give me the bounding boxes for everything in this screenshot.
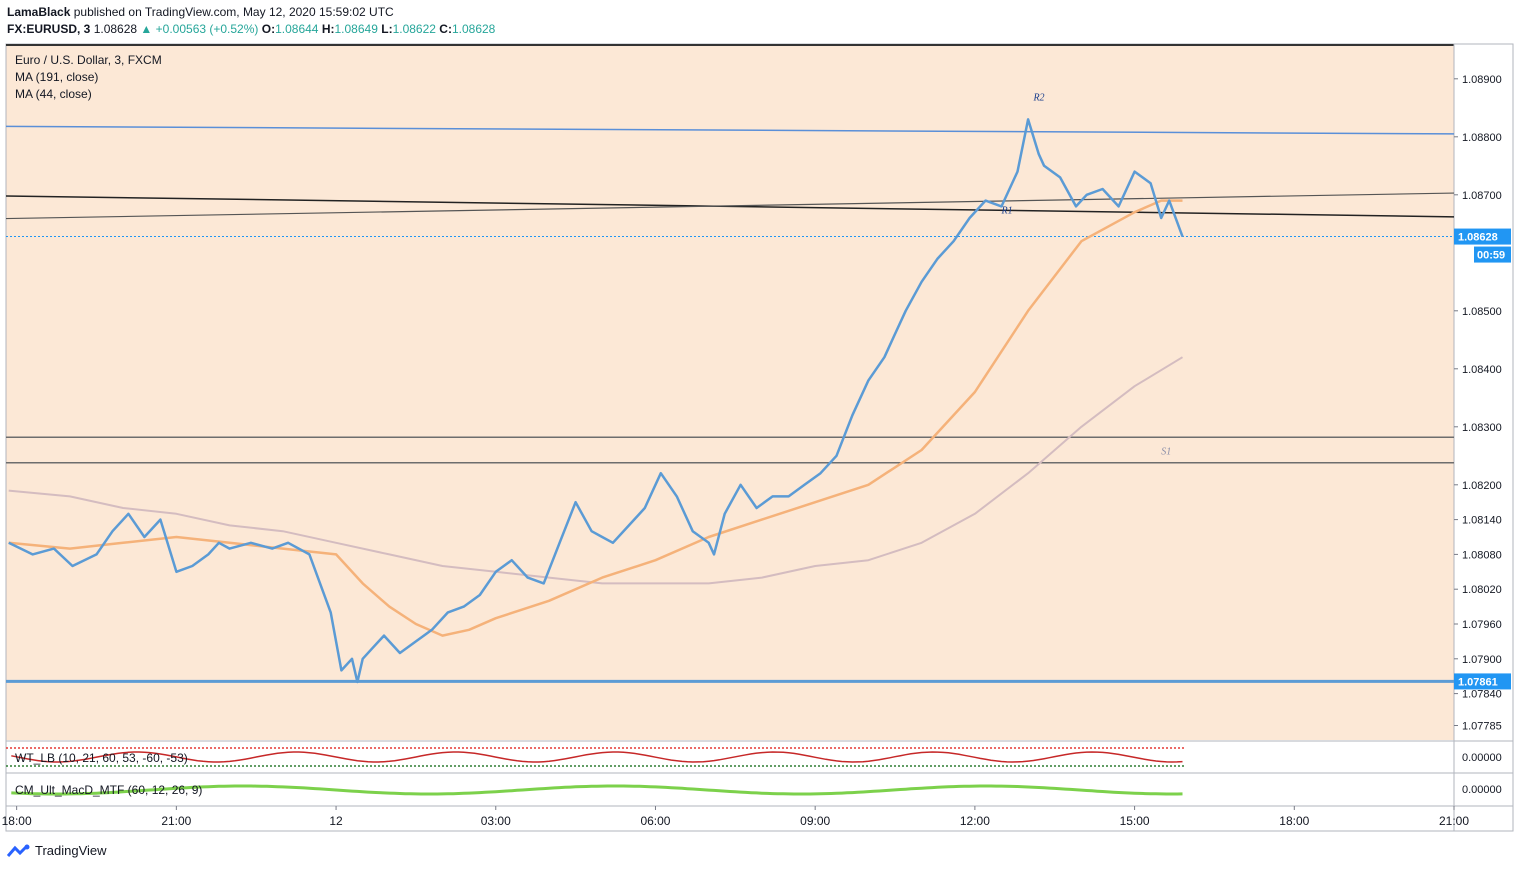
up-arrow-icon: ▲ [140,22,153,36]
x-tick-label: 21:00 [1439,814,1469,828]
x-tick-label: 21:00 [161,814,191,828]
ma191-legend[interactable]: MA (191, close) [15,70,99,84]
published-text: published on TradingView.com, May 12, 20… [73,5,394,19]
y-tick-label: 1.08200 [1462,480,1502,492]
symbol[interactable]: FX:EURUSD, 3 [7,22,91,36]
current-price-label: 1.08628 [1458,232,1498,244]
price-series-line [8,118,1184,684]
level-label-r2: R2 [1032,92,1044,103]
y-tick-label: 1.08080 [1462,549,1502,561]
y-tick-label: 1.08140 [1462,515,1502,527]
indicator-zero-label: 0.00000 [1462,784,1502,796]
close-value: 1.08628 [451,22,496,36]
publish-line: LamaBlack published on TradingView.com, … [7,5,394,19]
level-label-s1: S1 [1161,447,1171,458]
y-tick-label: 1.08300 [1462,422,1502,434]
price-change: +0.00563 (+0.52%) [155,22,259,36]
y-tick-label: 1.08400 [1462,364,1502,376]
y-tick-label: 1.07960 [1462,619,1502,631]
y-tick-label: 1.07840 [1462,689,1502,701]
s1-price-badge [1454,673,1511,690]
r2-line [5,125,1455,135]
x-tick-label: 18:00 [1279,814,1309,828]
x-tick-label: 18:00 [2,814,32,828]
y-tick-label: 1.08700 [1462,190,1502,202]
macd-legend[interactable]: CM_Ult_MacD_MTF (60, 12, 26, 9) [15,783,203,797]
x-tick-label: 09:00 [800,814,830,828]
plot-area [6,44,1454,740]
s1-price-label: 1.07861 [1458,676,1498,688]
tradingview-brand[interactable]: TradingView [7,843,107,858]
x-tick-label: 06:00 [640,814,670,828]
brand-name: TradingView [35,843,107,858]
x-tick-label: 12 [329,814,343,828]
level-label-r1: R1 [1001,205,1013,216]
ma44-legend[interactable]: MA (44, close) [15,87,92,101]
y-tick-label: 1.08500 [1462,306,1502,318]
wt-line [11,751,1183,763]
indicator-zero-label: 0.00000 [1462,752,1502,764]
low-value: 1.08622 [392,22,436,36]
current-price-badge [1454,228,1511,245]
publisher-name[interactable]: LamaBlack [7,5,71,19]
y-tick-label: 1.08900 [1462,74,1502,86]
close-label: C: [439,22,452,36]
open-label: O: [261,22,276,36]
chart-title[interactable]: Euro / U.S. Dollar, 3, FXCM [15,53,162,67]
last-price: 1.08628 [93,22,138,36]
countdown-label: 00:59 [1477,250,1505,262]
symbol-line: FX:EURUSD, 3 1.08628 ▲ +0.00563 (+0.52%)… [7,22,495,36]
wt-legend[interactable]: WT_LB (10, 21, 60, 53, -60, -53) [15,751,188,765]
x-tick-label: 03:00 [481,814,511,828]
y-tick-label: 1.08020 [1462,584,1502,596]
countdown-badge [1474,246,1511,263]
y-tick-label: 1.08800 [1462,132,1502,144]
ma191-line [8,356,1184,585]
open-value: 1.08644 [275,22,319,36]
y-tick-label: 1.07900 [1462,654,1502,666]
macd-line [11,784,1183,796]
high-label: H: [321,22,335,36]
tradingview-logo-icon [7,844,30,857]
low-label: L: [381,22,393,36]
x-tick-label: 12:00 [960,814,990,828]
high-value: 1.08649 [334,22,378,36]
y-tick-label: 1.07785 [1462,721,1502,733]
r1-line-b [5,192,1455,220]
x-tick-label: 15:00 [1120,814,1150,828]
